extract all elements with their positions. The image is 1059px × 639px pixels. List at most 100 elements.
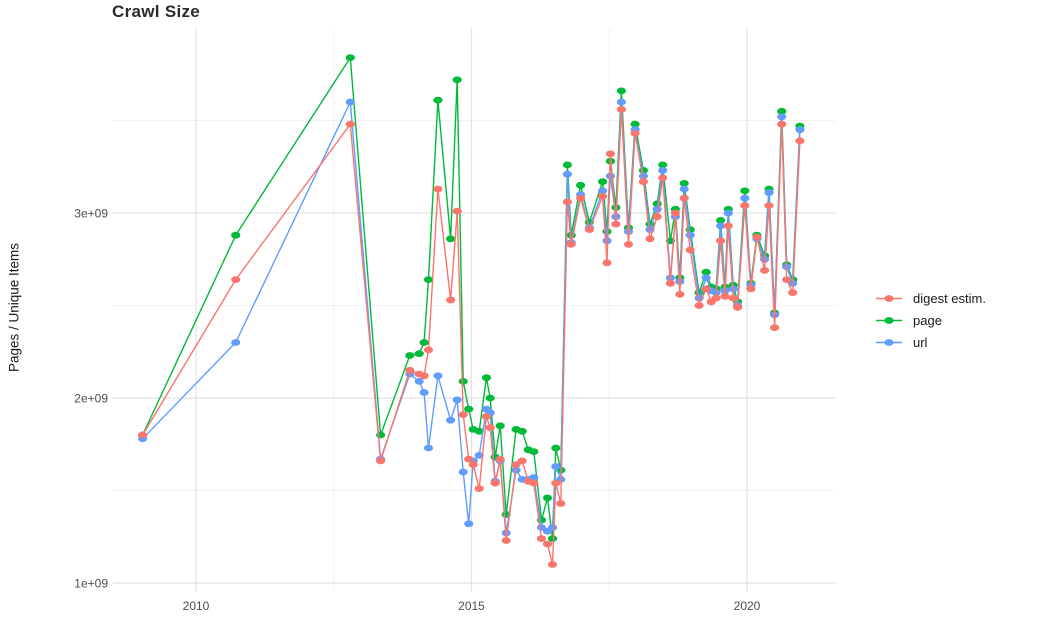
data-point bbox=[746, 285, 756, 293]
data-point bbox=[777, 107, 787, 115]
data-point bbox=[679, 185, 689, 193]
data-point bbox=[701, 274, 711, 282]
legend-item-url: url bbox=[874, 335, 986, 350]
data-point bbox=[740, 194, 750, 202]
data-point bbox=[490, 479, 500, 487]
data-point bbox=[630, 130, 640, 137]
data-point bbox=[658, 174, 668, 182]
data-point bbox=[652, 205, 662, 213]
data-point bbox=[495, 455, 505, 463]
data-point bbox=[495, 422, 505, 430]
data-point bbox=[485, 394, 495, 402]
data-point bbox=[345, 120, 355, 128]
data-point bbox=[665, 279, 676, 287]
data-point bbox=[481, 374, 491, 382]
data-point bbox=[616, 98, 627, 106]
data-point bbox=[645, 235, 655, 243]
data-point bbox=[720, 292, 730, 300]
data-point bbox=[517, 427, 527, 435]
data-point bbox=[685, 246, 695, 254]
data-point bbox=[433, 185, 443, 193]
data-point bbox=[452, 76, 462, 84]
data-point bbox=[464, 405, 474, 413]
data-point bbox=[376, 457, 386, 465]
data-point bbox=[474, 485, 484, 492]
data-point bbox=[764, 189, 774, 197]
data-point bbox=[716, 237, 726, 245]
grid-minor bbox=[113, 28, 836, 592]
data-point bbox=[723, 222, 733, 230]
data-point bbox=[616, 87, 627, 95]
data-point bbox=[414, 378, 424, 385]
data-point bbox=[419, 389, 429, 396]
legend-item-page: page bbox=[874, 313, 986, 328]
data-point bbox=[536, 535, 547, 542]
x-tick-label: 2015 bbox=[458, 599, 485, 613]
data-point bbox=[562, 170, 573, 178]
legend-key-url-icon bbox=[876, 339, 902, 346]
data-point bbox=[658, 161, 668, 169]
data-point bbox=[658, 167, 668, 174]
data-point bbox=[611, 220, 621, 228]
chart-title: Crawl Size bbox=[112, 2, 201, 21]
data-point bbox=[764, 202, 774, 210]
data-point bbox=[716, 217, 726, 224]
data-point bbox=[679, 180, 689, 187]
series-digest-estim- bbox=[138, 106, 805, 568]
x-tick-label: 2010 bbox=[183, 599, 210, 613]
data-point bbox=[464, 520, 474, 528]
data-point bbox=[679, 194, 689, 202]
data-point bbox=[598, 187, 608, 195]
data-point bbox=[446, 416, 456, 424]
data-point bbox=[685, 231, 695, 239]
legend-key-digest-icon bbox=[876, 295, 902, 302]
data-point bbox=[551, 463, 561, 470]
data-point bbox=[760, 267, 770, 274]
data-point bbox=[733, 303, 743, 311]
legend: digest estim. page url bbox=[874, 291, 986, 350]
legend-key-page-icon bbox=[876, 317, 902, 324]
grid-major bbox=[113, 28, 836, 592]
legend-label-url: url bbox=[913, 335, 928, 350]
data-point bbox=[511, 466, 521, 474]
data-point bbox=[795, 126, 805, 134]
series-line bbox=[141, 109, 801, 565]
data-point bbox=[547, 535, 558, 542]
data-point bbox=[231, 231, 241, 239]
data-point bbox=[446, 235, 456, 243]
data-point bbox=[231, 339, 241, 346]
data-point bbox=[652, 213, 662, 221]
data-point bbox=[602, 259, 612, 267]
data-point bbox=[529, 479, 539, 487]
data-point bbox=[485, 424, 495, 431]
data-point bbox=[468, 461, 478, 468]
data-point bbox=[777, 113, 787, 121]
data-point bbox=[584, 226, 595, 234]
data-point bbox=[138, 431, 148, 439]
data-point bbox=[433, 372, 443, 380]
data-point bbox=[464, 455, 474, 463]
data-point bbox=[433, 96, 443, 104]
data-point bbox=[716, 222, 726, 230]
data-point bbox=[701, 285, 711, 293]
data-point bbox=[752, 233, 762, 241]
data-point bbox=[547, 561, 558, 568]
data-point bbox=[551, 444, 561, 452]
data-point bbox=[542, 494, 553, 502]
x-tick-label: 2020 bbox=[734, 599, 761, 613]
data-point bbox=[788, 289, 798, 296]
legend-label-digest: digest estim. bbox=[913, 291, 986, 306]
data-point bbox=[605, 150, 616, 158]
data-point bbox=[576, 181, 586, 189]
data-point bbox=[770, 324, 780, 332]
data-point bbox=[345, 98, 355, 106]
data-point bbox=[576, 194, 586, 202]
data-point bbox=[458, 468, 468, 476]
data-point bbox=[481, 413, 491, 420]
data-point bbox=[405, 352, 415, 359]
data-point bbox=[623, 241, 634, 248]
data-point bbox=[675, 291, 685, 298]
data-point bbox=[345, 54, 355, 61]
